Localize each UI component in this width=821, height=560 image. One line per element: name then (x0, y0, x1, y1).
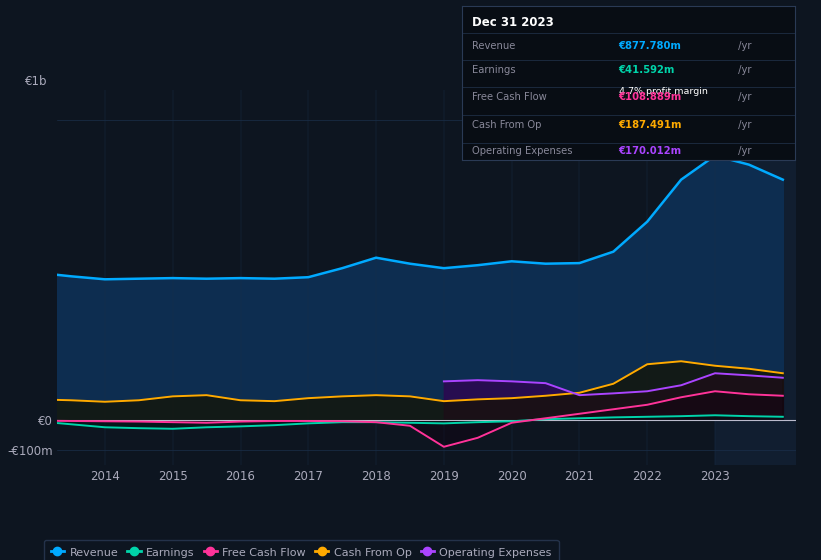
Text: /yr: /yr (735, 92, 751, 102)
Text: Revenue: Revenue (472, 41, 516, 50)
Text: €187.491m: €187.491m (618, 120, 682, 130)
Legend: Revenue, Earnings, Free Cash Flow, Cash From Op, Operating Expenses: Revenue, Earnings, Free Cash Flow, Cash … (44, 540, 558, 560)
Text: Cash From Op: Cash From Op (472, 120, 542, 130)
Text: /yr: /yr (735, 146, 751, 156)
Text: /yr: /yr (735, 41, 751, 50)
Text: /yr: /yr (735, 120, 751, 130)
Text: €41.592m: €41.592m (618, 66, 675, 75)
Text: €108.889m: €108.889m (618, 92, 681, 102)
Text: /yr: /yr (735, 66, 751, 75)
Text: Operating Expenses: Operating Expenses (472, 146, 573, 156)
Text: Dec 31 2023: Dec 31 2023 (472, 16, 554, 29)
Text: €877.780m: €877.780m (618, 41, 681, 50)
Bar (715, 90, 796, 465)
Text: Earnings: Earnings (472, 66, 516, 75)
Text: €170.012m: €170.012m (618, 146, 681, 156)
Text: Free Cash Flow: Free Cash Flow (472, 92, 547, 102)
Text: 4.7% profit margin: 4.7% profit margin (618, 87, 708, 96)
Text: €1b: €1b (25, 74, 47, 88)
